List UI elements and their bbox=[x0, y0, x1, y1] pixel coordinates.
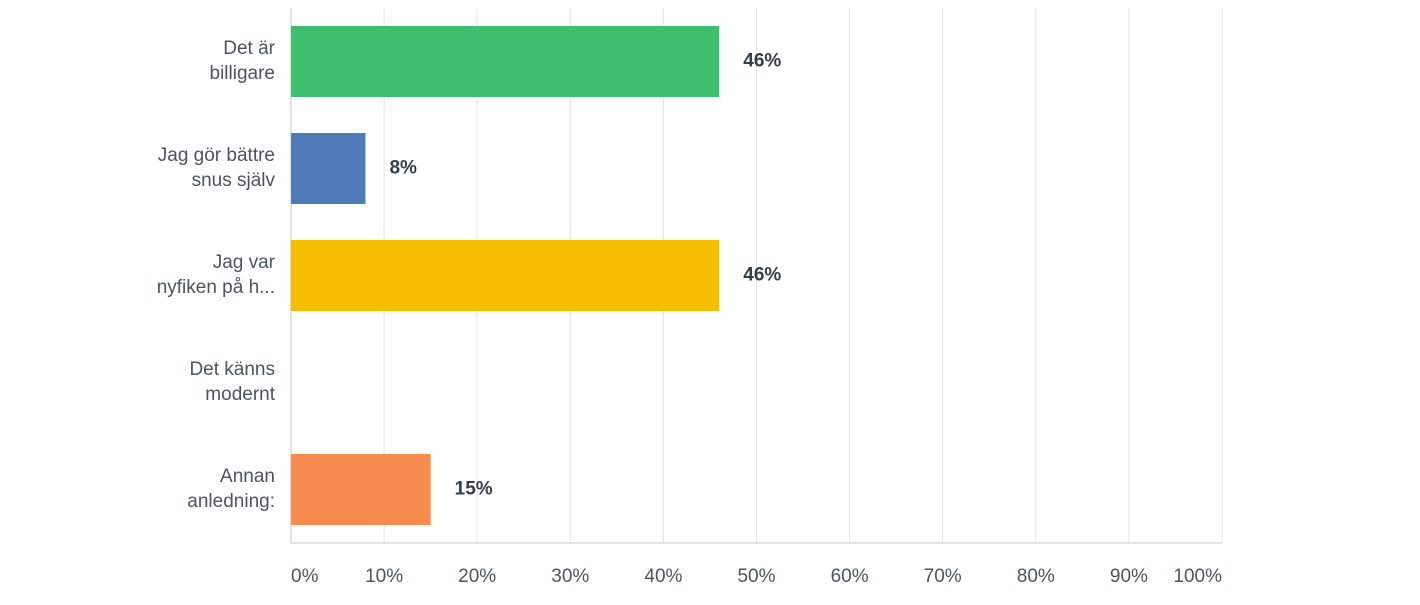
category-label: anledning: bbox=[187, 491, 275, 512]
category-label: Annan bbox=[220, 466, 275, 487]
value-label: 8% bbox=[389, 158, 417, 179]
category-label: modernt bbox=[205, 384, 275, 405]
x-tick-label: 100% bbox=[1173, 566, 1222, 587]
value-label: 15% bbox=[455, 479, 493, 500]
bar bbox=[291, 26, 720, 97]
x-tick-label: 60% bbox=[831, 566, 869, 587]
x-tick-label: 30% bbox=[551, 566, 589, 587]
bar bbox=[291, 133, 366, 204]
category-label: Jag var bbox=[213, 252, 276, 273]
x-tick-label: 70% bbox=[924, 566, 962, 587]
x-tick-label: 90% bbox=[1110, 566, 1148, 587]
category-label: Det är bbox=[223, 38, 275, 59]
x-tick-label: 50% bbox=[737, 566, 775, 587]
x-tick-label: 0% bbox=[291, 566, 319, 587]
x-tick-label: 20% bbox=[458, 566, 496, 587]
category-label: billigare bbox=[210, 63, 275, 84]
category-label: snus själv bbox=[192, 170, 276, 191]
bar bbox=[291, 454, 431, 525]
category-label: Det känns bbox=[189, 359, 275, 380]
x-tick-label: 80% bbox=[1017, 566, 1055, 587]
x-tick-label: 40% bbox=[644, 566, 682, 587]
category-label: Jag gör bättre bbox=[158, 145, 275, 166]
value-label: 46% bbox=[743, 51, 781, 72]
x-tick-label: 10% bbox=[365, 566, 403, 587]
category-label: nyfiken på h... bbox=[157, 277, 275, 298]
value-label: 46% bbox=[743, 265, 781, 286]
bar bbox=[291, 240, 720, 311]
